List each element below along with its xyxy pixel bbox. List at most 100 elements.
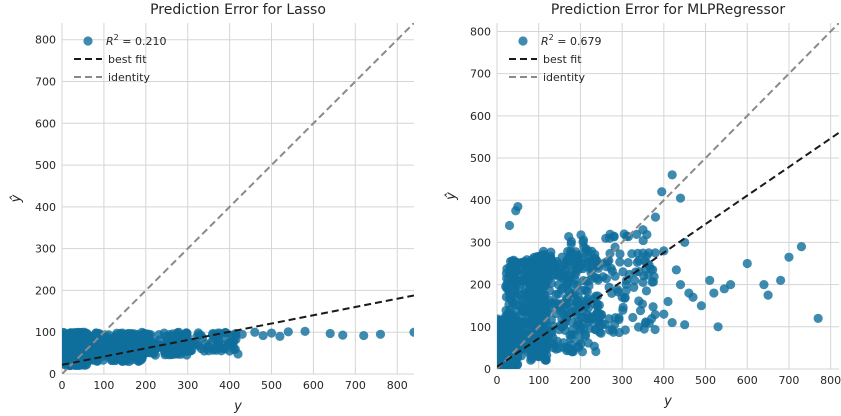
- x-tick-label: 800: [820, 374, 841, 387]
- scatter-point: [618, 302, 628, 312]
- x-tick-label: 500: [695, 374, 716, 387]
- chart-title: Prediction Error for Lasso: [150, 2, 326, 18]
- x-tick-label: 200: [135, 379, 156, 392]
- scatter-point: [517, 265, 527, 275]
- scatter-point: [680, 320, 690, 330]
- scatter-point: [110, 336, 120, 346]
- scatter-point: [531, 300, 542, 310]
- scatter-point: [615, 257, 625, 267]
- scatter-point: [628, 312, 638, 323]
- scatter-point: [233, 349, 243, 359]
- scatter-point: [593, 275, 603, 285]
- scatter-point: [713, 322, 723, 332]
- scatter-point: [529, 314, 539, 324]
- scatter-point: [172, 332, 183, 343]
- scatter-point: [742, 258, 752, 269]
- scatter-point: [525, 306, 535, 316]
- scatter-point: [566, 246, 576, 256]
- scatter-point: [675, 280, 686, 290]
- x-tick-label: 0: [59, 379, 66, 392]
- scatter-point: [544, 332, 554, 343]
- scatter-point: [266, 328, 277, 338]
- y-tick-label: 700: [470, 68, 491, 81]
- legend-best-fit-label: best fit: [108, 53, 147, 66]
- scatter-point: [88, 340, 98, 351]
- y-tick-label: 600: [470, 110, 491, 123]
- x-tick-label: 700: [345, 379, 366, 392]
- scatter-point: [648, 265, 658, 275]
- scatter-point: [536, 335, 546, 345]
- y-tick-label: 800: [35, 34, 56, 47]
- scatter-point: [409, 327, 414, 337]
- scatter-point: [725, 280, 736, 290]
- x-tick-label: 200: [570, 374, 591, 387]
- scatter-point: [275, 331, 285, 341]
- scatter-point: [539, 304, 549, 315]
- scatter-point: [533, 342, 543, 353]
- x-tick-label: 400: [219, 379, 240, 392]
- scatter-point: [506, 280, 517, 290]
- y-tick-label: 800: [470, 25, 491, 38]
- scatter-point: [582, 287, 592, 297]
- scatter-point: [538, 274, 548, 284]
- y-tick-label: 300: [470, 236, 491, 249]
- scatter-point: [517, 306, 528, 316]
- y-tick-label: 400: [35, 201, 56, 214]
- x-tick-label: 600: [737, 374, 758, 387]
- scatter-point: [630, 275, 640, 285]
- identity-line: [62, 23, 414, 374]
- scatter-point: [507, 297, 517, 307]
- scatter-point: [161, 348, 171, 359]
- scatter-point: [637, 299, 648, 309]
- chart-panel-1: 0 100 200 300 400 500 600 700 800 0 100 200 300 400 50…: [9, 2, 414, 414]
- scatter-point: [512, 327, 523, 337]
- scatter-point: [169, 346, 179, 356]
- scatter-point: [650, 309, 660, 320]
- scatter-point: [182, 328, 192, 338]
- scatter-point: [80, 333, 90, 344]
- scatter-point: [539, 324, 550, 334]
- scatter-point: [633, 248, 643, 258]
- scatter-point: [696, 301, 706, 311]
- scatter-point: [107, 355, 117, 366]
- scatter-point: [501, 345, 511, 356]
- scatter-point: [615, 249, 625, 259]
- scatter-point: [511, 206, 521, 216]
- scatter-point: [258, 330, 268, 341]
- scatter-point: [650, 212, 661, 222]
- y-tick-label: 700: [35, 76, 56, 89]
- scatter-point: [359, 330, 369, 341]
- best-fit-line: [497, 131, 839, 368]
- scatter-point: [560, 325, 570, 335]
- scatter-point: [650, 248, 660, 258]
- scatter-series: [497, 170, 823, 369]
- scatter-point: [583, 303, 593, 313]
- scatter-point: [659, 309, 669, 319]
- scatter-point: [596, 328, 606, 338]
- scatter-point: [776, 275, 786, 285]
- scatter-point: [525, 279, 536, 289]
- x-axis-label: y: [233, 399, 242, 414]
- scatter-point: [229, 336, 239, 346]
- scatter-point: [560, 259, 570, 269]
- scatter-point: [610, 242, 620, 252]
- scatter-point: [600, 258, 610, 268]
- y-tick-label: 100: [35, 326, 56, 339]
- x-tick-label: 0: [494, 374, 501, 387]
- legend-r2-label: R2 = 0.210: [106, 33, 166, 48]
- x-tick-label: 100: [528, 374, 549, 387]
- scatter-point: [688, 292, 698, 302]
- y-tick-label: 500: [35, 159, 56, 172]
- scatter-point: [237, 329, 247, 339]
- x-axis-label: y: [663, 394, 672, 409]
- scatter-point: [579, 242, 589, 252]
- scatter-point: [663, 296, 673, 307]
- scatter-point: [504, 220, 515, 231]
- scatter-point: [300, 326, 310, 336]
- scatter-point: [619, 229, 629, 239]
- x-tick-label: 500: [261, 379, 282, 392]
- scatter-point: [140, 333, 150, 343]
- scatter-point: [529, 269, 539, 279]
- y-tick-label: 0: [484, 363, 491, 376]
- scatter-point: [580, 330, 591, 340]
